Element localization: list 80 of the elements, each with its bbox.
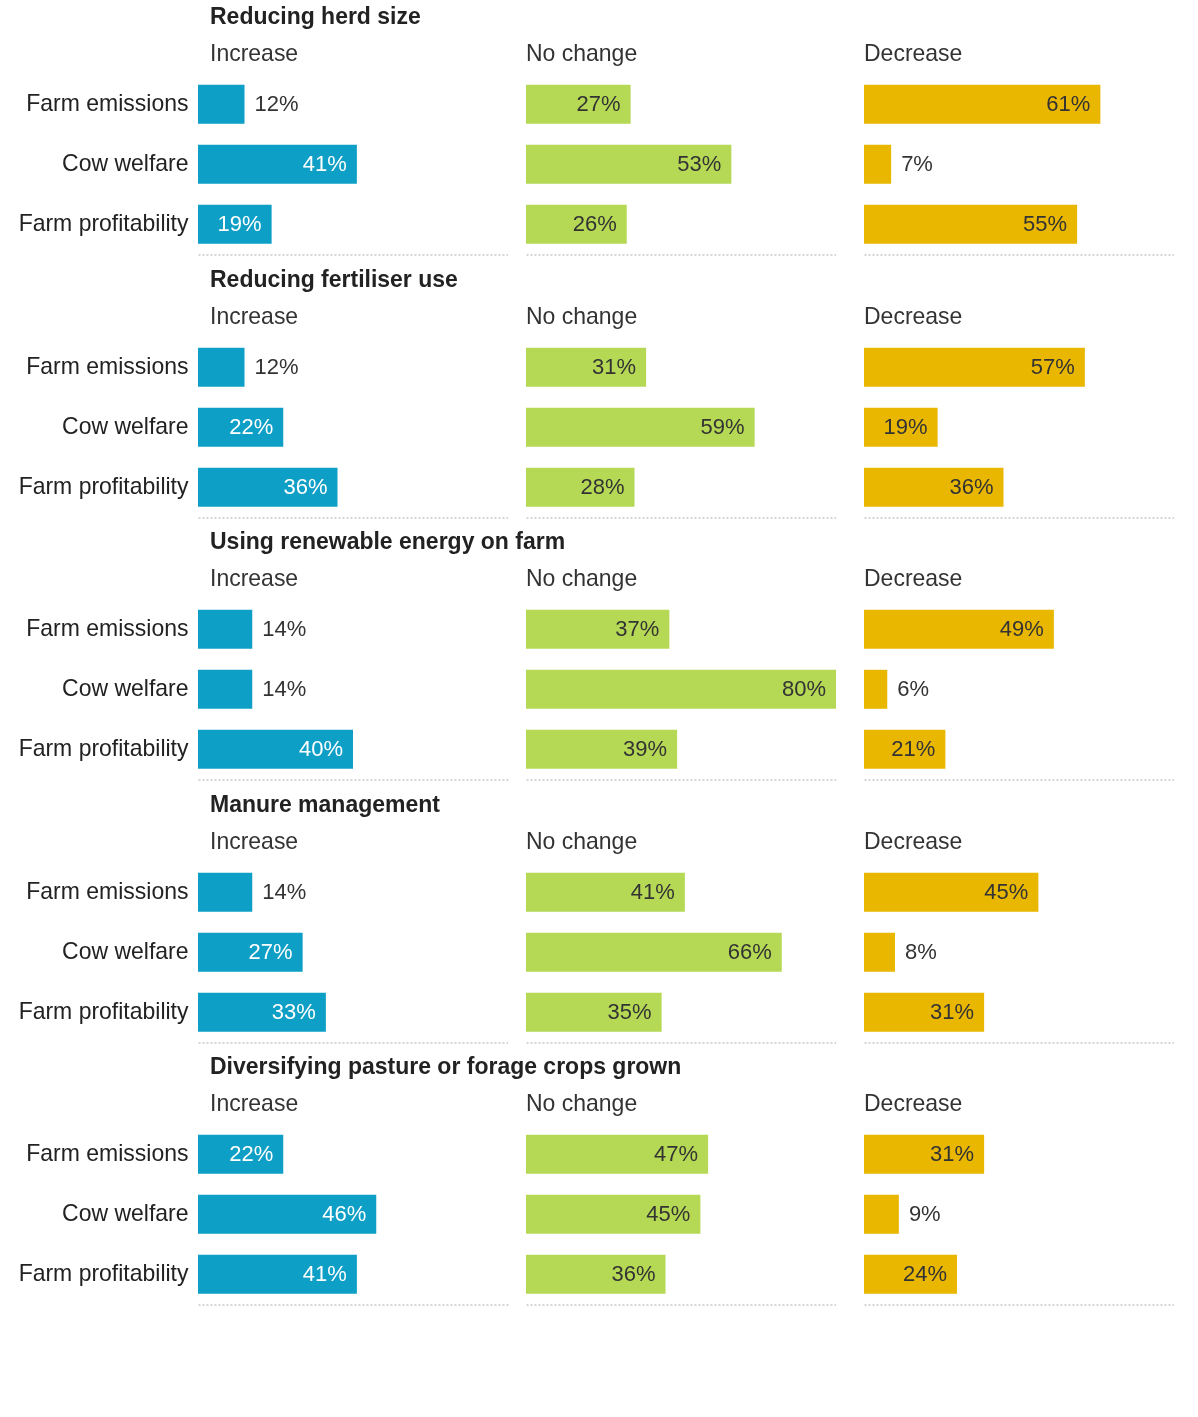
- data-label: 66%: [727, 939, 772, 965]
- series-label: Decrease: [864, 302, 963, 329]
- data-label: 12%: [254, 353, 299, 379]
- series-label: No change: [526, 565, 638, 592]
- y-tick-label: Farm profitability: [18, 998, 189, 1025]
- data-label: 14%: [262, 676, 307, 702]
- data-label: 33%: [271, 999, 316, 1025]
- y-tick-label: Cow welfare: [62, 1200, 189, 1227]
- data-label: 31%: [930, 999, 975, 1025]
- series-label: No change: [526, 827, 638, 854]
- data-label: 37%: [615, 616, 660, 642]
- data-label: 61%: [1046, 91, 1091, 117]
- chart-title: Using renewable energy on farm: [210, 528, 566, 555]
- series-label: Decrease: [864, 565, 963, 592]
- data-label: 59%: [700, 413, 745, 439]
- y-tick-label: Farm profitability: [18, 210, 189, 237]
- data-label: 14%: [262, 879, 307, 905]
- y-tick-label: Cow welfare: [62, 675, 189, 702]
- series-label: Decrease: [864, 827, 963, 854]
- y-tick-label: Farm emissions: [26, 615, 189, 642]
- y-tick-label: Farm profitability: [18, 1260, 190, 1287]
- data-label: 46%: [322, 1201, 367, 1227]
- data-label: 8%: [905, 939, 937, 965]
- data-label: 28%: [580, 473, 625, 499]
- data-label: 41%: [630, 879, 675, 905]
- data-label: 45%: [646, 1201, 691, 1227]
- data-label: 12%: [254, 91, 299, 117]
- data-label: 57%: [1030, 353, 1075, 379]
- y-tick-label: Farm profitability: [18, 472, 189, 499]
- data-label: 47%: [654, 1141, 699, 1167]
- data-label: 19%: [217, 211, 262, 237]
- data-label: 55%: [1023, 211, 1068, 237]
- chart-title: Reducing herd size: [210, 3, 421, 29]
- data-label: 24%: [902, 1261, 947, 1287]
- data-label: 53%: [677, 151, 722, 177]
- data-label: 26%: [572, 211, 617, 237]
- y-tick-label: Farm emissions: [26, 90, 189, 117]
- data-label: 22%: [229, 413, 274, 439]
- series-label: Increase: [210, 302, 299, 329]
- data-label: 41%: [302, 151, 347, 177]
- data-label: 45%: [984, 879, 1029, 905]
- chart-title: Manure management: [210, 790, 441, 817]
- data-label: 35%: [607, 999, 652, 1025]
- data-label: 9%: [908, 1201, 941, 1227]
- y-tick-label: Cow welfare: [62, 412, 189, 439]
- series-label: Decrease: [864, 40, 963, 66]
- series-label: No change: [526, 302, 638, 329]
- data-label: 36%: [611, 1261, 656, 1287]
- data-label: 41%: [302, 1261, 347, 1287]
- data-label: 40%: [298, 736, 343, 762]
- series-label: No change: [526, 40, 638, 66]
- chart-title: Reducing fertiliser use: [210, 265, 458, 292]
- series-label: No change: [526, 1090, 638, 1117]
- series-label: Increase: [210, 827, 299, 854]
- data-label: 14%: [262, 616, 307, 642]
- data-label: 7%: [901, 151, 933, 177]
- y-tick-label: Cow welfare: [62, 150, 189, 177]
- y-tick-label: Farm emissions: [26, 352, 189, 379]
- series-label: Decrease: [864, 1090, 963, 1117]
- data-label: 80%: [781, 676, 826, 702]
- data-label: 36%: [283, 473, 328, 499]
- data-label: 39%: [623, 736, 668, 762]
- y-tick-label: Farm emissions: [26, 1140, 189, 1167]
- chart-title: Diversifying pasture or forage crops grown: [210, 1053, 682, 1080]
- data-label: 31%: [592, 353, 637, 379]
- series-label: Increase: [210, 40, 299, 66]
- data-label: 19%: [883, 413, 928, 439]
- data-label: 27%: [248, 939, 293, 965]
- y-tick-label: Farm profitability: [18, 735, 189, 762]
- data-label: 21%: [891, 736, 936, 762]
- data-label: 31%: [930, 1141, 975, 1167]
- series-label: Increase: [210, 565, 299, 592]
- y-tick-label: Cow welfare: [62, 938, 189, 965]
- data-label: 49%: [999, 616, 1044, 642]
- y-tick-label: Farm emissions: [26, 878, 189, 905]
- data-label: 36%: [949, 473, 994, 499]
- series-label: Increase: [210, 1090, 299, 1117]
- data-label: 27%: [576, 91, 621, 117]
- data-label: 6%: [897, 676, 930, 702]
- data-label: 22%: [229, 1141, 274, 1167]
